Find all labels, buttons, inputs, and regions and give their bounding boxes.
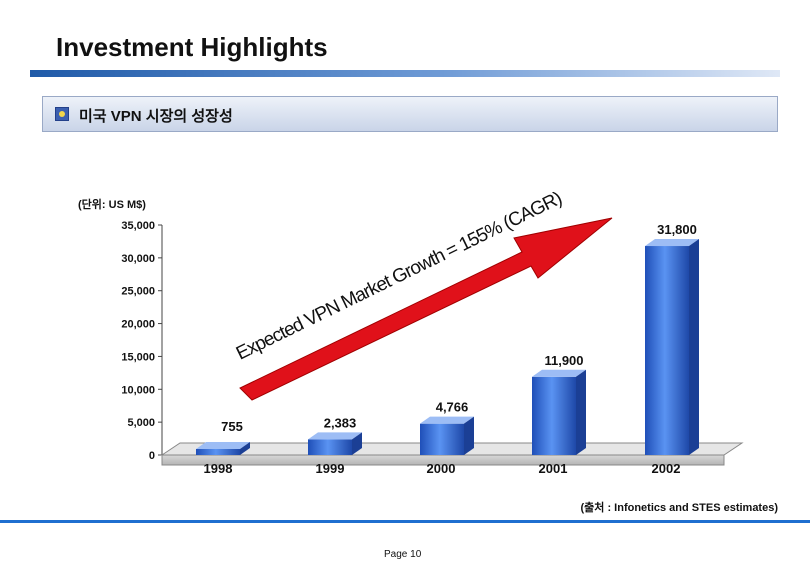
bar: [420, 416, 474, 455]
growth-arrow: [239, 217, 613, 401]
y-tick-label: 25,000: [121, 286, 155, 298]
bullet-icon: [55, 107, 69, 121]
x-category-label: 1999: [316, 461, 345, 476]
bar-side: [240, 442, 250, 455]
source-label: (출처 : Infonetics and STES estimates): [580, 502, 779, 514]
bar-value-label: 755: [221, 419, 243, 434]
section-header: 미국 VPN 시장의 성장성: [42, 96, 778, 132]
bar-top: [532, 369, 586, 377]
y-tick-label: 35,000: [121, 220, 155, 232]
y-tick-label: 10,000: [121, 384, 155, 396]
y-tick-label: 5,000: [127, 417, 155, 429]
bar-front: [532, 376, 576, 455]
bar-front: [196, 449, 240, 455]
bar-top: [645, 239, 699, 247]
bar-side: [464, 416, 474, 455]
y-tick-label: 30,000: [121, 253, 155, 265]
page-title: Investment Highlights: [56, 32, 328, 62]
y-tick-label: 15,000: [121, 351, 155, 363]
bar-value-label: 2,383: [324, 415, 357, 430]
bar-side: [689, 239, 699, 455]
x-category-label: 1998: [204, 461, 233, 476]
bar-top: [196, 442, 250, 449]
x-category-label: 2000: [427, 461, 456, 476]
bar-side: [576, 369, 586, 455]
growth-annotation: Expected VPN Market Growth = 155% (CAGR): [233, 188, 566, 365]
footer-rule: [0, 520, 810, 523]
section-label: 미국 VPN 시장의 성장성: [79, 108, 233, 125]
bar-value-label: 11,900: [544, 353, 583, 368]
title-rule: [30, 70, 780, 77]
unit-label: (단위: US M$): [78, 199, 146, 211]
page-number: Page 10: [384, 549, 422, 560]
bar-front: [308, 439, 352, 455]
bar-front: [420, 423, 464, 455]
bar-value-label: 4,766: [436, 400, 469, 415]
bar-value-label: 31,800: [657, 222, 697, 237]
bar: [196, 442, 250, 455]
x-category-label: 2001: [539, 461, 568, 476]
bar-top: [308, 432, 362, 440]
bar: [532, 369, 586, 455]
y-tick-label: 20,000: [121, 319, 155, 331]
bar: [308, 432, 362, 455]
bar-side: [352, 432, 362, 455]
bar-front: [645, 246, 689, 455]
bar: [645, 239, 699, 455]
y-tick-label: 0: [149, 450, 155, 462]
x-category-label: 2002: [652, 461, 681, 476]
bar-top: [420, 416, 474, 424]
